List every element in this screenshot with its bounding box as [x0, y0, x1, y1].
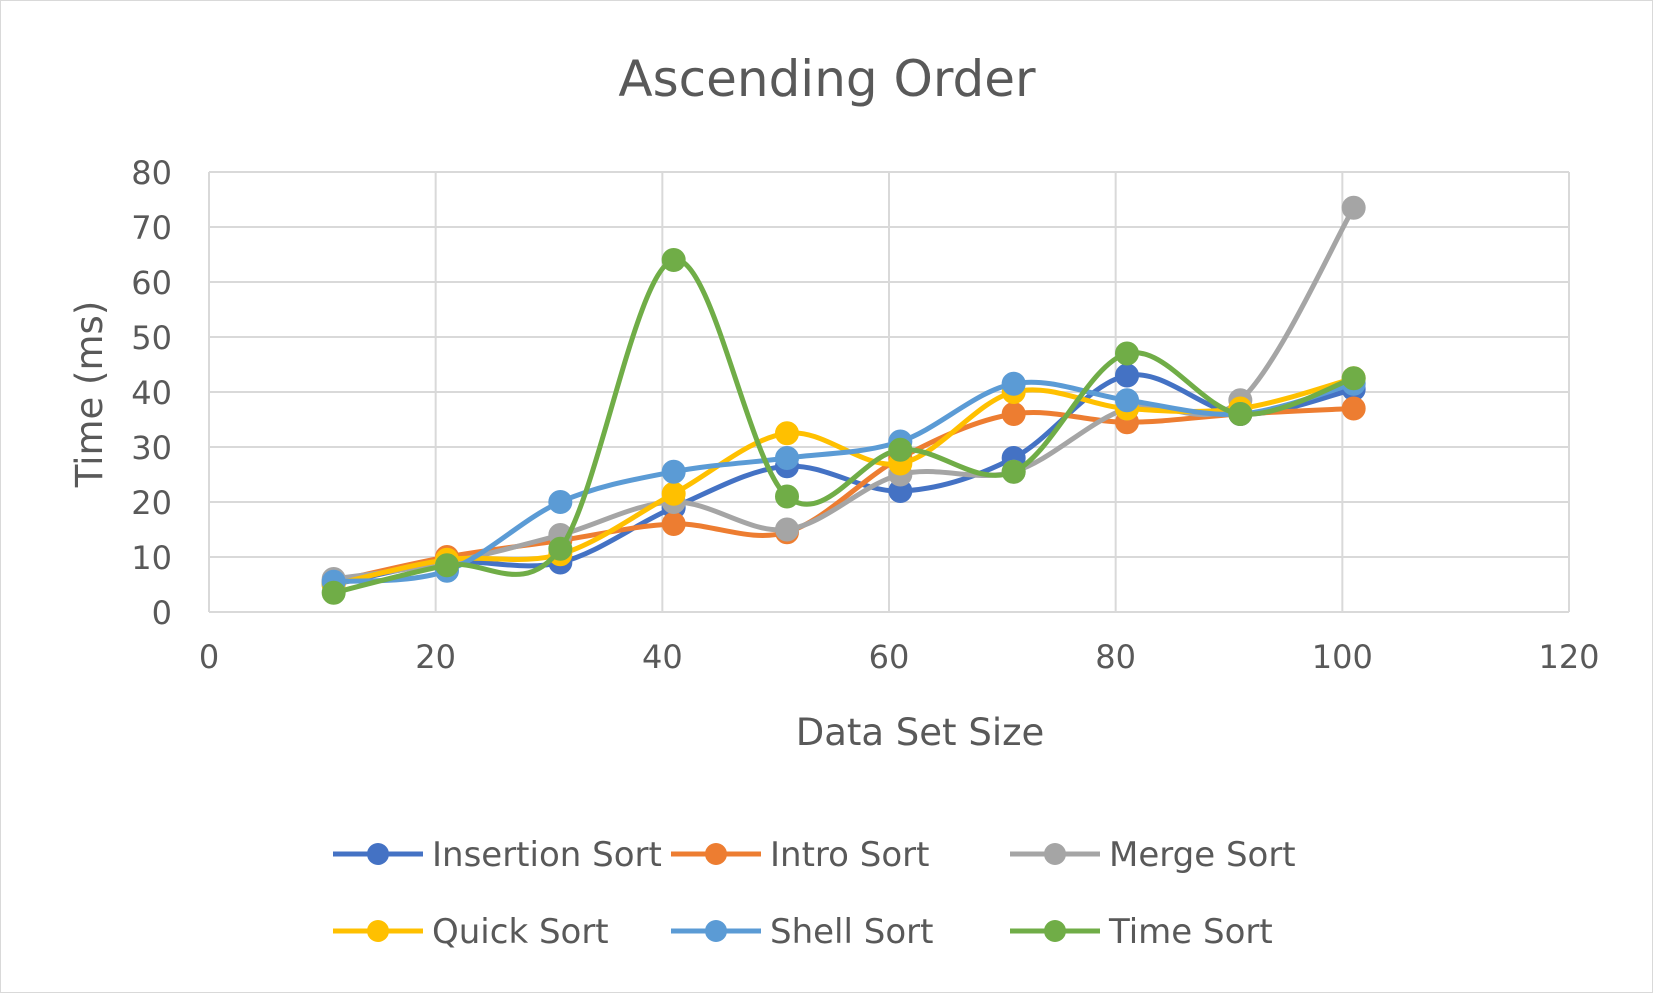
legend: Insertion Sort Intro Sort Merge Sort Quick … — [333, 835, 1296, 952]
legend-marker — [1044, 920, 1066, 942]
legend-item-quick-sort: Quick Sort — [333, 912, 609, 952]
data-point-insertion-sort — [1115, 363, 1139, 388]
data-point-shell-sort — [548, 490, 573, 514]
legend-marker — [367, 843, 389, 865]
data-point-intro-sort — [1341, 396, 1366, 421]
data-point-merge-sort — [775, 517, 799, 542]
legend-item-intro-sort: Intro Sort — [671, 835, 929, 875]
series-lines — [321, 195, 1366, 605]
x-axis-title: Data Set Size — [796, 711, 1045, 754]
data-point-time-sort — [1115, 341, 1139, 366]
x-tick-label: 100 — [1312, 638, 1373, 676]
data-point-intro-sort — [661, 512, 686, 536]
data-point-merge-sort — [1341, 195, 1366, 220]
legend-label: Merge Sort — [1109, 835, 1296, 875]
legend-label: Shell Sort — [770, 912, 933, 952]
data-point-shell-sort — [1001, 371, 1026, 396]
y-tick-label: 50 — [131, 319, 172, 357]
legend-label: Insertion Sort — [432, 835, 662, 875]
axes: 0 10 20 30 40 50 60 70 80 0 20 40 60 80 100 120 — [131, 154, 1599, 676]
data-point-time-sort — [321, 580, 346, 605]
y-tick-label: 0 — [152, 594, 172, 632]
data-point-time-sort — [435, 553, 459, 578]
series-time-sort — [321, 248, 1366, 605]
legend-marker — [1044, 843, 1066, 865]
legend-item-merge-sort: Merge Sort — [1010, 835, 1296, 875]
series-line-shell-sort — [331, 379, 1357, 585]
data-point-time-sort — [775, 484, 799, 509]
legend-label: Time Sort — [1108, 912, 1273, 952]
legend-item-time-sort: Time Sort — [1010, 912, 1273, 952]
y-tick-label: 30 — [131, 429, 172, 467]
legend-marker — [367, 920, 389, 942]
data-point-quick-sort — [775, 421, 799, 446]
data-point-intro-sort — [1001, 402, 1026, 426]
data-point-shell-sort — [661, 459, 686, 484]
y-tick-label: 20 — [131, 484, 172, 522]
y-tick-label: 80 — [131, 154, 172, 192]
data-point-quick-sort — [661, 481, 686, 506]
data-point-shell-sort — [1115, 388, 1139, 413]
x-tick-label: 80 — [1095, 638, 1136, 676]
data-point-time-sort — [1001, 459, 1026, 484]
legend-marker — [705, 920, 727, 942]
y-tick-label: 40 — [131, 374, 172, 412]
y-tick-label: 70 — [131, 209, 172, 247]
data-point-time-sort — [1228, 402, 1253, 426]
x-tick-label: 40 — [642, 638, 683, 676]
series-merge-sort — [321, 195, 1366, 591]
data-point-time-sort — [548, 536, 573, 561]
data-point-time-sort — [1341, 366, 1366, 391]
x-tick-label: 60 — [869, 638, 910, 676]
x-tick-label: 20 — [415, 638, 456, 676]
chart-title: Ascending Order — [618, 50, 1036, 108]
data-point-time-sort — [661, 248, 686, 272]
legend-label: Quick Sort — [432, 912, 609, 952]
series-line-time-sort — [331, 257, 1357, 596]
x-tick-label: 0 — [199, 638, 219, 676]
legend-item-insertion-sort: Insertion Sort — [333, 835, 662, 875]
series-line-quick-sort — [331, 375, 1357, 587]
legend-marker — [705, 843, 727, 865]
data-point-time-sort — [888, 437, 913, 462]
legend-item-shell-sort: Shell Sort — [671, 912, 933, 952]
legend-label: Intro Sort — [770, 835, 929, 875]
x-tick-label: 120 — [1538, 638, 1599, 676]
y-axis-title: Time (ms) — [68, 301, 111, 489]
y-tick-label: 60 — [131, 264, 172, 302]
y-tick-label: 10 — [131, 539, 172, 577]
data-point-shell-sort — [775, 446, 799, 470]
